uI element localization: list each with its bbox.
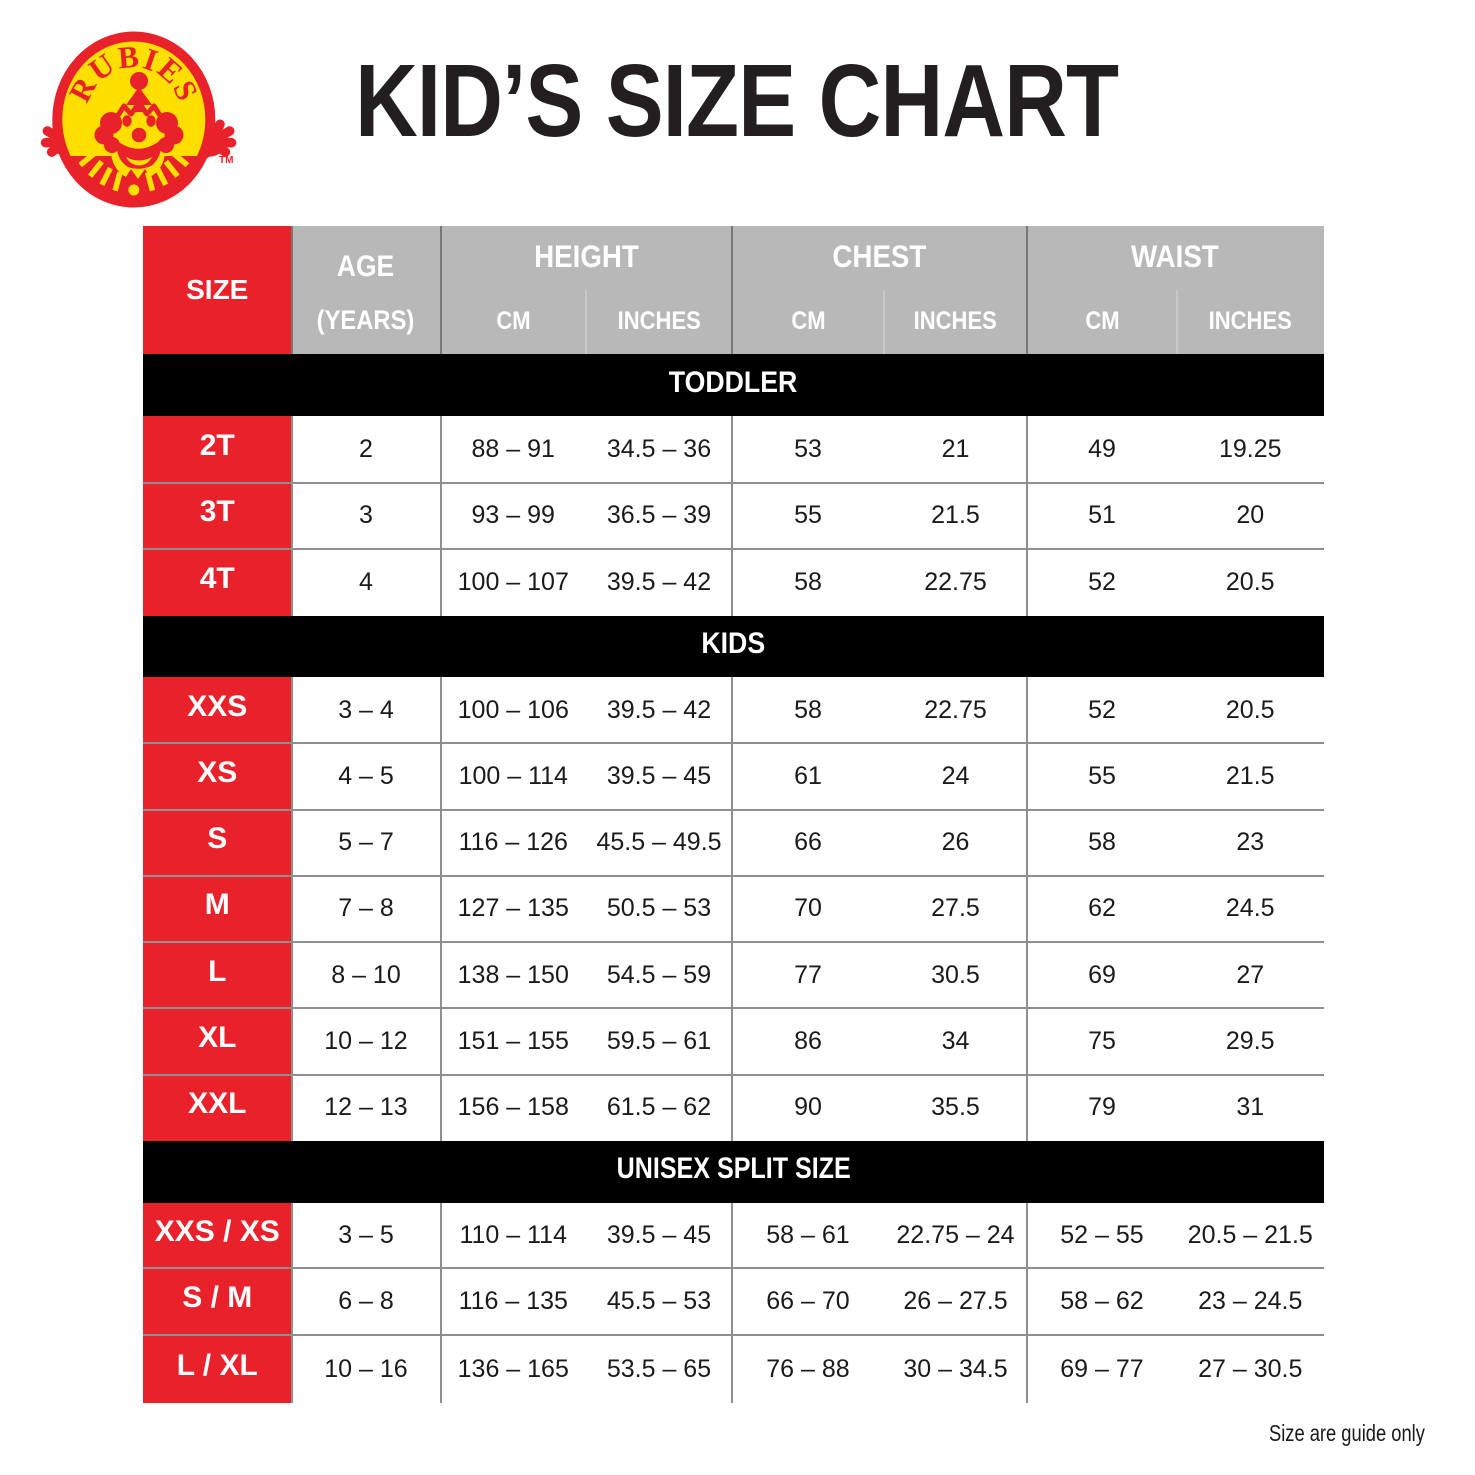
svg-text:TM: TM [219,155,233,166]
